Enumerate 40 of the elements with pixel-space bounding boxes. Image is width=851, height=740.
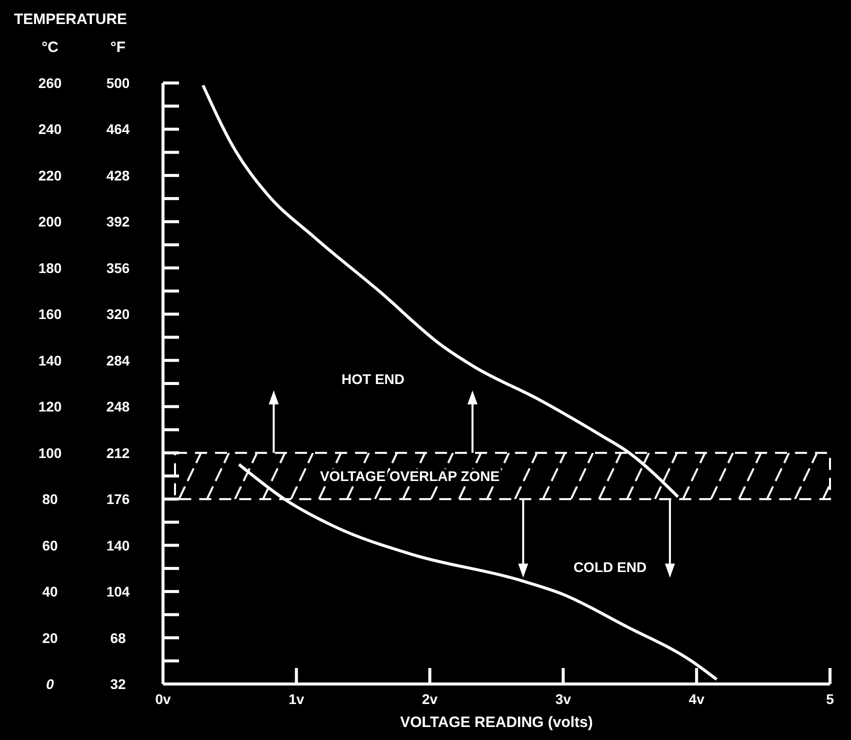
y2-tick-label: 212 [106,444,130,461]
y-tick-label: 140 [38,352,62,368]
y-tick-label: 100 [38,444,62,461]
y-tick-label: 200 [38,214,62,230]
y2-tick-label: 320 [106,306,130,322]
y-tick-label: 120 [38,398,62,415]
x-tick-label: 4v [688,691,705,707]
y-tick-label: 80 [42,491,58,508]
y2-tick-label: 32 [110,676,126,692]
y-tick-label: 60 [42,537,58,554]
y2-tick-label: 464 [106,121,130,138]
y-tick-label: 260 [38,75,62,91]
y2-tick-label: 248 [106,398,130,415]
y2-tick-label: 428 [106,167,130,184]
y-tick-label: 40 [42,584,58,600]
y2-tick-label: 284 [106,352,130,368]
chart-title: TEMPERATURE [14,11,128,28]
y2-tick-label: 500 [106,75,130,91]
x-tick-label: 3v [555,691,572,707]
x-tick-label: 2v [422,691,438,707]
annotation: HOT END [342,371,404,387]
y2-tick-label: 104 [106,584,130,600]
y2-tick-label: 68 [110,630,126,646]
x-axis-title: VOLTAGE READING (volts) [400,714,593,731]
y-tick-label: 180 [38,260,62,276]
y-tick-label: 220 [38,167,62,184]
y-tick-label: 240 [38,121,62,138]
y-tick-label: 160 [38,306,62,322]
annotation: COLD END [573,559,647,575]
y-tick-label: 0 [46,676,54,692]
x-tick-label: 5 [826,691,834,707]
y2-tick-label: 140 [106,537,130,554]
y2-axis-title: °F [110,39,126,56]
y-tick-label: 20 [42,630,58,646]
x-tick-label: 1v [288,691,304,707]
y-axis-title: °C [42,39,59,56]
y2-tick-label: 176 [106,491,130,508]
y2-tick-label: 356 [106,260,130,276]
x-tick-label: 0v [155,691,171,707]
y2-tick-label: 392 [106,214,130,230]
